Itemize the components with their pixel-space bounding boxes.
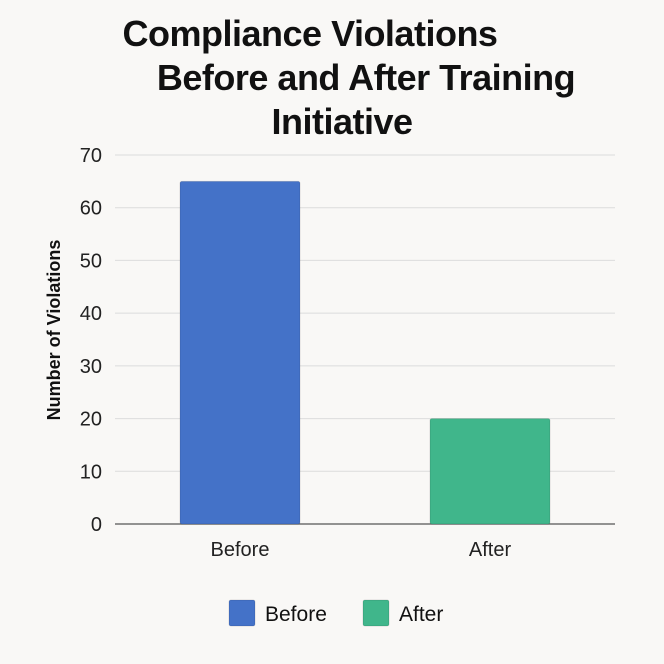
- bar-after: [429, 418, 551, 525]
- y-axis-title: Number of Violations: [44, 240, 64, 421]
- y-tick-label: 20: [80, 409, 102, 431]
- y-axis-ticks: 0 10 20 30 40 50 60 70: [80, 145, 102, 536]
- chart-title-line-1: Compliance Violations: [122, 13, 498, 54]
- bars: [179, 180, 551, 525]
- legend: Before After: [228, 599, 443, 627]
- chart-title: Compliance Violations Before and After T…: [0, 12, 664, 144]
- y-tick-label: 60: [80, 198, 102, 220]
- bar-before: [179, 180, 301, 525]
- y-tick-label: 30: [80, 356, 102, 378]
- chart-title-line-2: Before and After Training: [156, 57, 576, 98]
- legend-swatch-before: [228, 599, 256, 627]
- legend-label-before: Before: [265, 603, 327, 626]
- legend-swatch-after: [362, 599, 390, 627]
- y-tick-label: 50: [80, 250, 102, 272]
- x-axis-ticks: Before After: [211, 539, 512, 561]
- y-tick-label: 70: [80, 145, 102, 167]
- y-tick-label: 0: [91, 514, 102, 536]
- x-tick-label: After: [469, 539, 512, 561]
- legend-label-after: After: [399, 603, 443, 626]
- chart-title-line-3: Initiative: [271, 101, 413, 142]
- y-tick-label: 40: [80, 303, 102, 325]
- x-tick-label: Before: [211, 539, 270, 561]
- y-tick-label: 10: [80, 461, 102, 483]
